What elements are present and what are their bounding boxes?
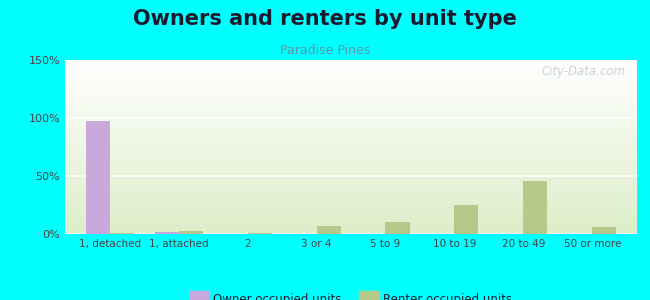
Bar: [592, 227, 616, 234]
Legend: Owner occupied units, Renter occupied units: Owner occupied units, Renter occupied un…: [185, 289, 517, 300]
Bar: [385, 222, 410, 234]
Bar: [317, 226, 341, 234]
Bar: [454, 205, 478, 234]
Text: Paradise Pines: Paradise Pines: [280, 44, 370, 56]
Bar: [155, 232, 179, 234]
Text: Owners and renters by unit type: Owners and renters by unit type: [133, 9, 517, 29]
Bar: [179, 230, 203, 234]
Bar: [110, 233, 134, 234]
Text: City-Data.com: City-Data.com: [541, 65, 625, 78]
Bar: [248, 233, 272, 234]
Bar: [86, 122, 110, 234]
Bar: [523, 181, 547, 234]
